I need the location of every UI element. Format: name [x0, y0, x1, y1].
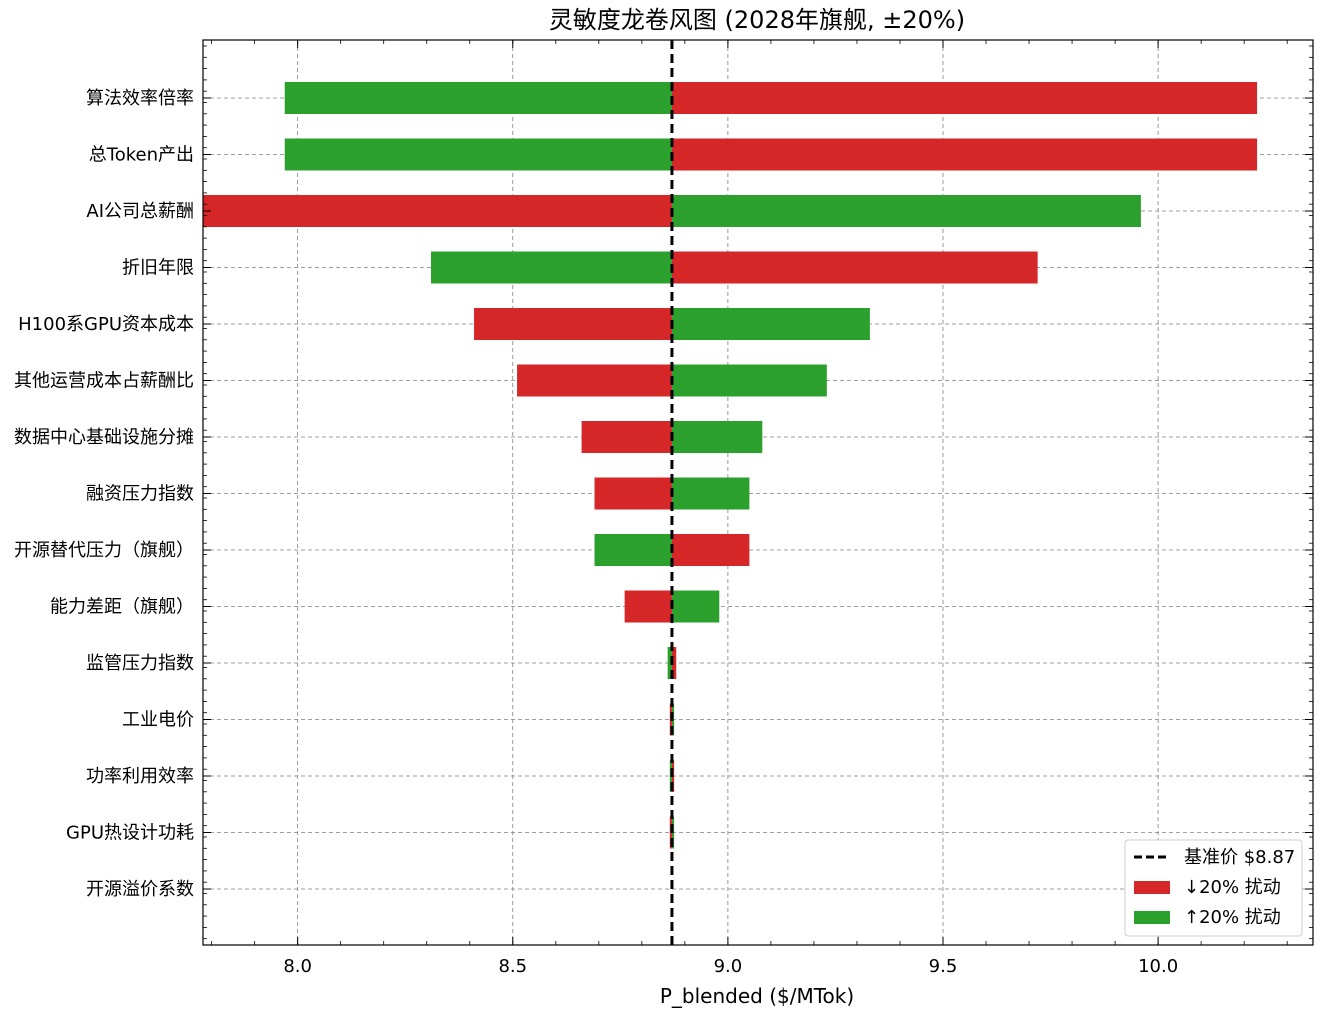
bar-down-3	[671, 251, 1038, 284]
category-label: 功率利用效率	[86, 766, 194, 787]
bar-down-0	[671, 82, 1258, 114]
x-axis-label: P_blended ($/MTok)	[660, 984, 854, 1008]
bar-up-7	[671, 477, 750, 510]
bar-up-3	[431, 251, 672, 284]
category-label: H100系GPU资本成本	[18, 314, 194, 335]
bar-up-1	[284, 138, 672, 171]
category-label: 数据中心基础设施分摊	[14, 427, 194, 448]
bar-down-7	[594, 477, 672, 510]
category-label: 算法效率倍率	[86, 88, 194, 109]
bar-down-6	[581, 421, 672, 453]
bar-down-2	[203, 195, 672, 227]
x-tick-label: 8.5	[498, 956, 527, 977]
bar-up-2	[671, 195, 1141, 227]
category-label: 工业电价	[122, 710, 194, 731]
bar-up-10	[667, 647, 672, 679]
plot-frame	[202, 39, 1314, 946]
ticks	[203, 40, 1313, 945]
bar-up-9	[671, 590, 720, 623]
legend-down-label: ↓20% 扰动	[1184, 877, 1281, 898]
category-label: 监管压力指数	[86, 653, 194, 674]
legend-base-label: 基准价 $8.87	[1184, 847, 1295, 868]
legend-up-swatch	[1134, 911, 1170, 924]
bar-up-6	[671, 421, 763, 453]
legend-down-swatch	[1134, 881, 1170, 894]
x-tick-label: 9.0	[714, 956, 743, 977]
legend: 基准价 $8.87 ↓20% 扰动 ↑20% 扰动	[1124, 839, 1303, 937]
x-tick-labels: 8.0 8.5 9.0 9.5 10.0	[283, 956, 1178, 977]
category-label: 能力差距（旗舰）	[50, 597, 194, 618]
x-tick-label: 9.5	[929, 956, 958, 977]
category-label: 折旧年限	[122, 258, 194, 279]
bar-down-1	[671, 138, 1258, 171]
category-label: 总Token产出	[89, 145, 194, 166]
category-label: 开源替代压力（旗舰）	[14, 540, 194, 561]
category-label: GPU热设计功耗	[66, 823, 194, 844]
x-tick-label: 10.0	[1138, 956, 1178, 977]
bars	[203, 82, 1258, 849]
category-label: 开源溢价系数	[86, 879, 194, 900]
bar-down-4	[474, 308, 672, 340]
x-tick-label: 8.0	[283, 956, 312, 977]
legend-up-label: ↑20% 扰动	[1184, 907, 1281, 928]
category-label: AI公司总薪酬	[86, 201, 194, 222]
category-label: 融资压力指数	[86, 484, 194, 505]
category-label: 其他运营成本占薪酬比	[14, 371, 194, 392]
bar-up-0	[284, 82, 672, 114]
bar-down-9	[624, 590, 672, 623]
bar-up-4	[671, 308, 870, 340]
grid	[203, 40, 1313, 945]
bar-down-10	[671, 647, 677, 679]
chart-title: 灵敏度龙卷风图 (2028年旗舰, ±20%)	[549, 6, 965, 34]
bar-up-8	[594, 534, 672, 566]
bar-down-8	[671, 534, 750, 566]
bar-down-5	[517, 364, 672, 397]
bar-up-5	[671, 364, 827, 397]
